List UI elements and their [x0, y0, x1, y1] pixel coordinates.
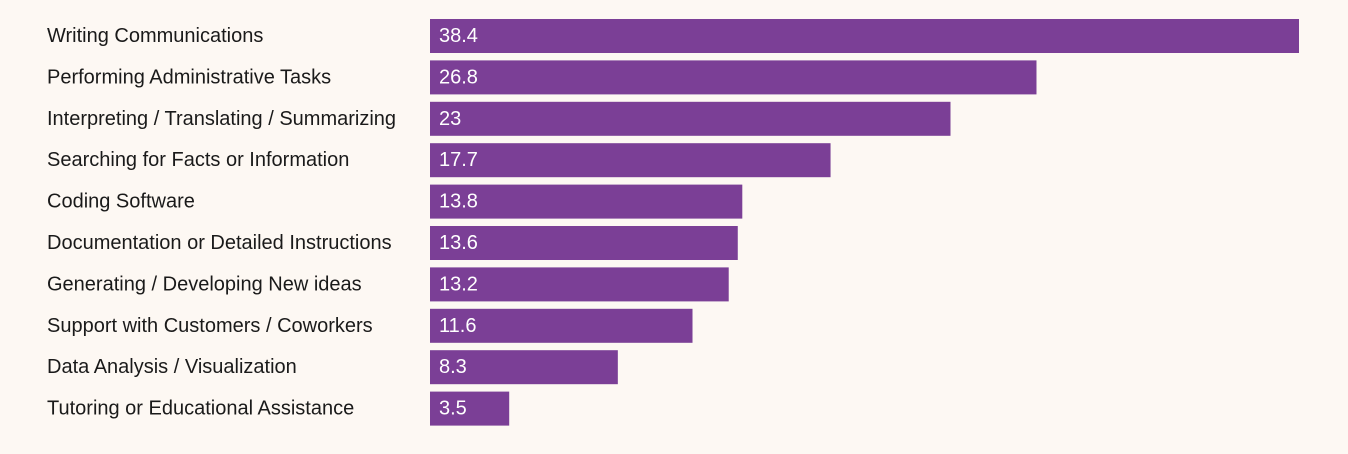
category-label: Tutoring or Educational Assistance [47, 398, 354, 420]
category-label: Searching for Facts or Information [47, 149, 349, 171]
value-label: 13.6 [439, 232, 478, 254]
category-label: Writing Communications [47, 25, 263, 47]
category-label: Data Analysis / Visualization [47, 356, 297, 378]
value-label: 17.7 [439, 149, 478, 171]
value-label: 13.8 [439, 191, 478, 213]
bar [430, 226, 738, 260]
category-label: Generating / Developing New ideas [47, 273, 362, 295]
bar [430, 184, 743, 219]
value-label: 11.6 [439, 315, 476, 337]
value-label: 38.4 [439, 25, 478, 47]
category-label: Performing Administrative Tasks [47, 66, 331, 88]
bar [430, 267, 729, 302]
bar [430, 143, 831, 178]
bar [430, 101, 951, 136]
bar [430, 308, 693, 343]
category-label: Support with Customers / Coworkers [47, 315, 373, 337]
bar [430, 60, 1037, 95]
value-label: 13.2 [439, 273, 478, 295]
category-label: Documentation or Detailed Instructions [47, 232, 392, 254]
bar [430, 350, 618, 385]
value-label: 8.3 [439, 356, 467, 378]
category-label: Interpreting / Translating / Summarizing [47, 108, 396, 130]
category-label: Coding Software [47, 191, 195, 213]
value-label: 26.8 [439, 66, 478, 88]
bar [430, 391, 510, 426]
value-label: 23 [439, 108, 461, 130]
value-label: 3.5 [439, 398, 467, 420]
bar [430, 19, 1299, 53]
